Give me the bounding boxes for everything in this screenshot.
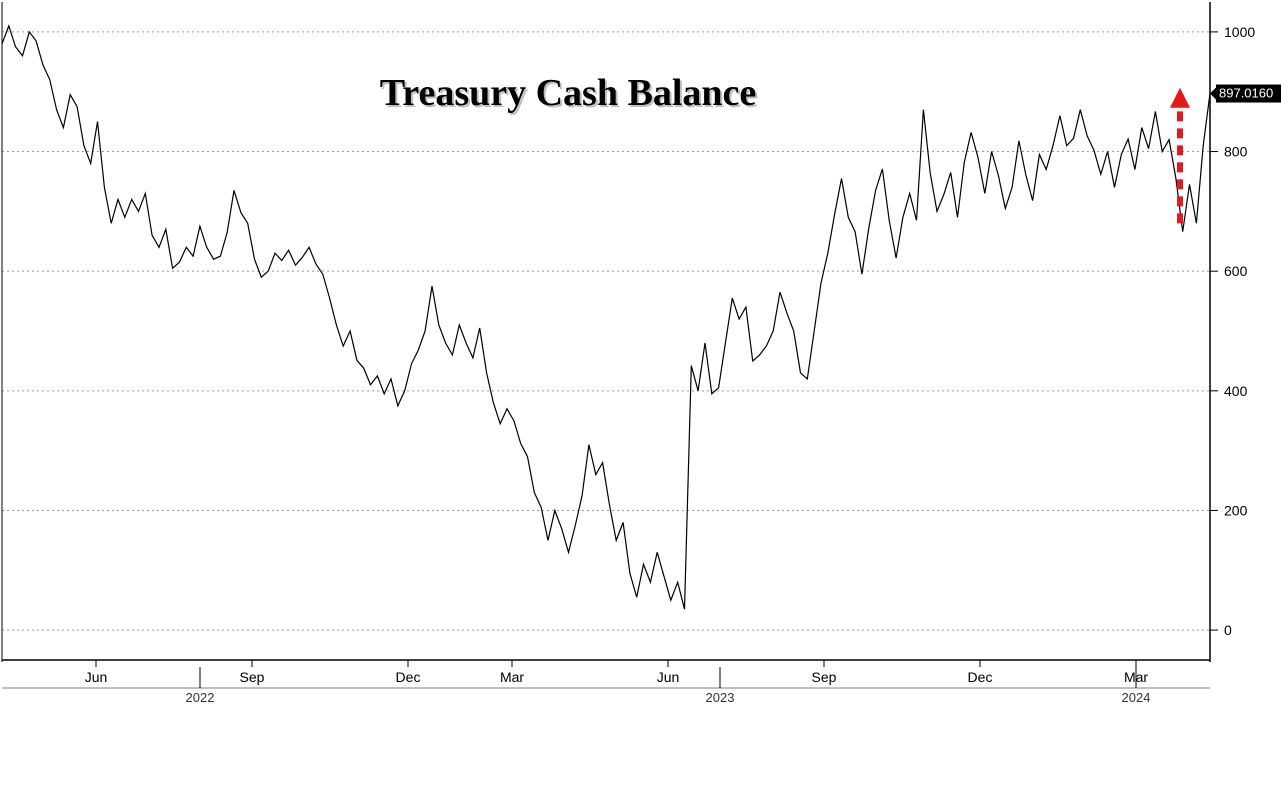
x-month-label: Sep — [240, 669, 265, 685]
x-year-label: 2022 — [186, 690, 215, 705]
x-year-label: 2024 — [1122, 690, 1151, 705]
last-value-text: 897.0160 — [1219, 86, 1273, 101]
y-tick-label: 1000 — [1224, 24, 1255, 40]
y-tick-label: 800 — [1224, 144, 1248, 160]
arrow-head-icon — [1170, 88, 1190, 108]
y-tick-label: 200 — [1224, 502, 1248, 518]
x-month-label: Jun — [657, 669, 680, 685]
y-tick-label: 400 — [1224, 383, 1248, 399]
x-month-label: Sep — [812, 669, 837, 685]
x-month-label: Mar — [500, 669, 524, 685]
chart-title: Treasury Cash Balance — [380, 72, 757, 114]
x-month-label: Dec — [396, 669, 421, 685]
y-tick-label: 0 — [1224, 622, 1232, 638]
x-month-label: Jun — [85, 669, 108, 685]
x-month-label: Dec — [968, 669, 993, 685]
treasury-chart: 02004006008001000JunSepDecMarJunSepDecMa… — [0, 0, 1281, 800]
x-year-label: 2023 — [706, 690, 735, 705]
chart-container: 02004006008001000JunSepDecMarJunSepDecMa… — [0, 0, 1281, 800]
y-tick-label: 600 — [1224, 263, 1248, 279]
